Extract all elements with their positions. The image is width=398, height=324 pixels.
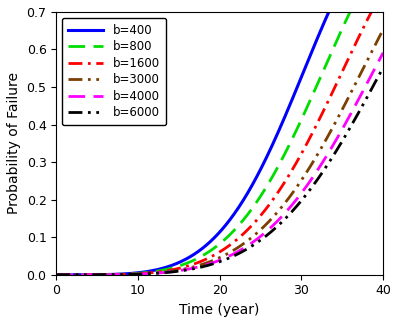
X-axis label: Time (year): Time (year) [179,303,260,317]
b=400 [54,273,59,277]
b=3000 [309,163,314,167]
b=800 [54,273,59,277]
b=4000 [278,216,283,220]
b=400 [309,52,314,55]
b=800 [315,83,320,87]
Line: b=6000: b=6000 [56,67,383,275]
b=400 [87,273,92,277]
b=1600 [198,260,203,264]
b=3000 [315,153,320,157]
b=3000 [87,273,92,277]
b=4000 [198,264,203,268]
b=3000 [381,28,386,31]
b=400 [186,256,191,260]
b=400 [315,37,320,41]
b=6000 [381,65,386,69]
b=4000 [315,169,320,173]
b=1600 [315,122,320,126]
Legend: b=400, b=800, b=1600, b=3000, b=4000, b=6000: b=400, b=800, b=1600, b=3000, b=4000, b=… [62,18,166,125]
Line: b=800: b=800 [56,0,383,275]
b=4000 [186,267,191,271]
b=4000 [381,51,386,55]
b=6000 [315,178,320,182]
b=3000 [198,263,203,267]
b=6000 [54,273,59,277]
b=800 [186,260,191,264]
b=6000 [278,221,283,225]
b=6000 [198,265,203,269]
b=800 [198,255,203,259]
b=6000 [309,186,314,190]
b=400 [198,248,203,252]
b=3000 [186,266,191,270]
b=4000 [87,273,92,277]
b=1600 [87,273,92,277]
b=3000 [54,273,59,277]
b=6000 [186,268,191,272]
b=400 [278,124,283,128]
b=800 [309,96,314,100]
b=6000 [87,273,92,277]
b=1600 [278,186,283,190]
b=800 [87,273,92,277]
Line: b=1600: b=1600 [56,0,383,275]
b=1600 [54,273,59,277]
b=1600 [309,133,314,137]
Y-axis label: Probability of Failure: Probability of Failure [7,72,21,214]
Line: b=400: b=400 [56,0,383,275]
Line: b=4000: b=4000 [56,53,383,275]
b=4000 [309,178,314,181]
b=3000 [278,206,283,210]
b=4000 [54,273,59,277]
b=800 [278,160,283,164]
b=1600 [186,264,191,268]
Line: b=3000: b=3000 [56,29,383,275]
